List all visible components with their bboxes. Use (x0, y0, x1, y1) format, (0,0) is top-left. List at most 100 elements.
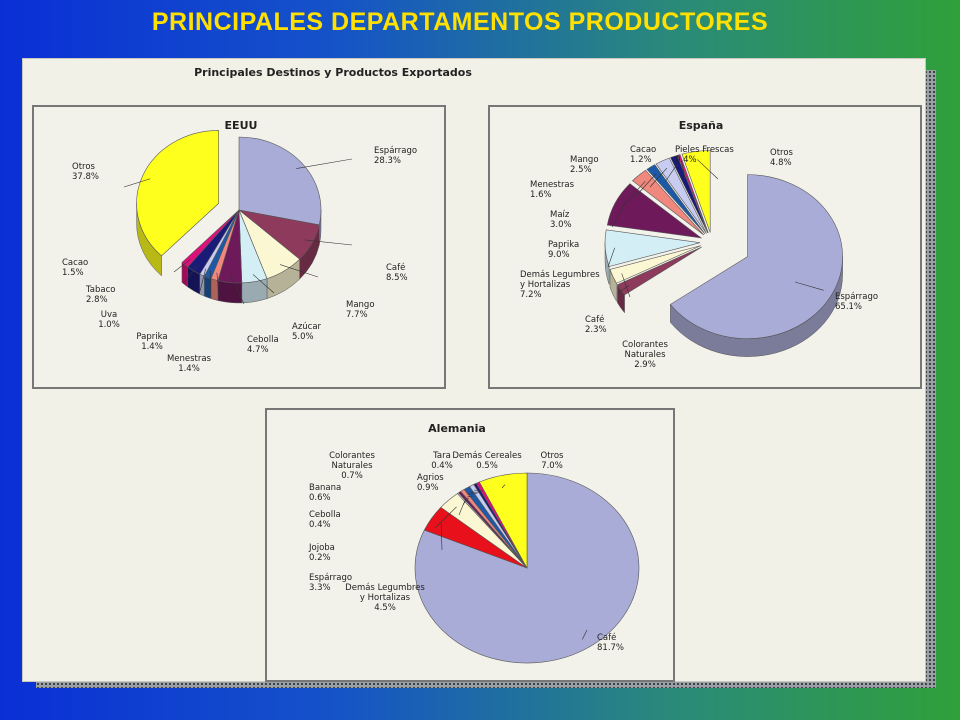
pie-slice-espana-menestras (646, 164, 706, 235)
slice-label-espana-cacao: Cacao (630, 145, 656, 155)
slice-label-espana-mango: Mango (570, 155, 599, 165)
slice-value-espana-mango: 2.5% (570, 165, 592, 175)
slice-label-eeuu-otros: Otros (72, 162, 96, 172)
slice-value-espana-menestras: 1.6% (530, 190, 552, 200)
slice-value-espana-maiz: 3.0% (550, 220, 572, 230)
slice-label-alemania-demas-legumbres-y-hortalizas: Demás Legumbres y Hortalizas (345, 583, 425, 603)
pie-slice-alemania-otros (478, 472, 528, 570)
slice-label-eeuu-cafe: Café (386, 262, 405, 273)
slice-label-alemania-cafe: Café (597, 632, 616, 643)
pie-slice-eeuu-esparrago (238, 136, 322, 226)
leader-line-alemania-demas-cereales (473, 489, 483, 492)
leader-line-eeuu-mango (279, 264, 319, 278)
chart-title-alemania: Alemania (428, 422, 486, 435)
slice-value-alemania-demas-cereales: 0.5% (476, 461, 498, 471)
slice-label-eeuu-tabaco: Tabaco (85, 285, 115, 295)
slice-label-eeuu-cebolla: Cebolla (247, 335, 279, 345)
slice-label-espana-colorantes-naturales: Colorantes Naturales (622, 340, 668, 360)
leader-line-alemania-otros (501, 484, 506, 489)
slice-label-alemania-colorantes-naturales: Colorantes Naturales (329, 451, 375, 471)
leader-line-espana-esparrago (794, 281, 824, 291)
leader-line-espana-pieles-frescas (681, 162, 686, 180)
slice-label-eeuu-paprika: Paprika (136, 332, 167, 342)
leader-line-espana-mango (649, 167, 668, 188)
slice-value-alemania-agrios: 0.9% (417, 483, 439, 493)
slice-label-alemania-tara: Tara (432, 451, 451, 461)
leader-line-eeuu-cacao (173, 259, 191, 273)
leader-line-eeuu-tabaco (183, 264, 199, 284)
chart-title-espana: España (679, 119, 724, 132)
slice-label-espana-cafe: Café (585, 314, 604, 325)
slice-label-espana-paprika: Paprika (548, 240, 579, 250)
slice-label-espana-esparrago: Espárrago (835, 292, 878, 302)
slice-value-eeuu-azucar: 5.0% (292, 332, 314, 342)
slice-value-espana-esparrago: 65.1% (835, 302, 862, 312)
slice-value-espana-demas-legumbres-y-hortalizas: 7.2% (520, 290, 542, 300)
leader-line-espana-otros (697, 159, 719, 180)
slice-label-alemania-demas-cereales: Demás Cereales (452, 451, 522, 461)
pie-slice-espana-otros (681, 150, 711, 233)
slice-value-espana-cafe: 2.3% (585, 325, 607, 335)
pie-slice-eeuu-cacao (181, 209, 240, 268)
leader-line-alemania-cebolla (462, 499, 467, 506)
leader-line-espana-demas-legumbres-y-hortalizas (607, 247, 616, 268)
slice-value-espana-colorantes-naturales: 2.9% (634, 360, 656, 370)
figure-title: Principales Destinos y Productos Exporta… (194, 66, 472, 79)
leader-line-alemania-cafe (581, 629, 588, 640)
slice-value-alemania-jojoba: 0.2% (309, 553, 331, 563)
slide-title: PRINCIPALES DEPARTAMENTOS PRODUCTORES (151, 8, 769, 36)
leader-line-eeuu-uva (199, 268, 207, 292)
slice-value-alemania-banana: 0.6% (309, 493, 331, 503)
slice-value-alemania-tara: 0.4% (431, 461, 453, 471)
slice-label-espana-otros: Otros (770, 148, 794, 158)
slice-label-alemania-jojoba: Jojoba (308, 543, 335, 553)
slice-value-espana-otros: 4.8% (770, 158, 792, 168)
slice-value-alemania-colorantes-naturales: 0.7% (341, 471, 363, 481)
slice-label-eeuu-azucar: Azúcar (292, 322, 322, 332)
leader-line-alemania-demas-legumbres-y-hortalizas (440, 523, 443, 551)
leader-line-eeuu-menestras (216, 272, 220, 298)
slice-label-alemania-otros: Otros (541, 451, 565, 461)
slice-value-espana-paprika: 9.0% (548, 250, 570, 260)
slice-label-alemania-cebolla: Cebolla (309, 510, 341, 520)
leader-line-espana-maiz (621, 181, 646, 208)
pie-slice-espana-pieles-frescas (677, 154, 709, 233)
pie-slice-eeuu-otros (136, 130, 219, 257)
pie-slice-espana-colorantes-naturales (609, 245, 702, 284)
slice-value-eeuu-uva: 1.0% (98, 320, 120, 330)
slice-value-alemania-cafe: 81.7% (597, 643, 624, 653)
leader-line-espana-cafe (617, 285, 630, 294)
slice-value-eeuu-esparrago: 28.3% (374, 156, 401, 166)
leader-line-eeuu-paprika (209, 270, 212, 296)
slice-value-eeuu-paprika: 1.4% (141, 342, 163, 352)
leader-line-eeuu-cebolla (230, 275, 245, 305)
slice-value-alemania-esparrago: 3.3% (309, 583, 331, 593)
leader-line-eeuu-esparrago (296, 158, 353, 169)
slice-value-alemania-cebolla: 0.4% (309, 520, 331, 530)
leader-line-alemania-banana (464, 497, 470, 501)
slice-value-eeuu-menestras: 1.4% (178, 364, 200, 374)
slice-label-alemania-agrios: Agrios (417, 473, 444, 483)
pie-slice-espana-esparrago (669, 174, 843, 339)
leader-line-eeuu-azucar (252, 274, 275, 294)
leader-line-espana-paprika (611, 206, 625, 228)
slice-label-alemania-banana: Banana (309, 483, 341, 493)
slice-value-eeuu-cacao: 1.5% (62, 268, 84, 278)
chart-espana: España Espárrago 65.1% Café 2.3% Colorantes Na… (488, 105, 922, 389)
slice-label-eeuu-uva: Uva (101, 310, 117, 320)
slice-value-espana-pieles-frescas: 0.4% (675, 155, 697, 165)
slice-value-alemania-demas-legumbres-y-hortalizas: 4.5% (374, 603, 396, 613)
leader-line-alemania-agrios (466, 495, 473, 498)
chart-alemania: Alemania Café 81.7% Demás Legumbres y Hortal… (265, 408, 675, 682)
slice-label-espana-demas-legumbres-y-hortalizas: Demás Legumbres y Hortalizas (520, 270, 600, 290)
slice-label-eeuu-mango: Mango (346, 300, 375, 310)
leader-line-espana-menestras (634, 173, 657, 198)
slice-label-alemania-esparrago: Espárrago (309, 573, 352, 583)
slice-value-eeuu-cebolla: 4.7% (247, 345, 269, 355)
slice-value-eeuu-otros: 37.8% (72, 172, 99, 182)
slice-label-eeuu-esparrago: Espárrago (374, 146, 417, 156)
slice-label-espana-pieles-frescas: Pieles Frescas (675, 145, 734, 155)
slice-value-eeuu-tabaco: 2.8% (86, 295, 108, 305)
leader-line-alemania-esparrago (434, 506, 457, 529)
